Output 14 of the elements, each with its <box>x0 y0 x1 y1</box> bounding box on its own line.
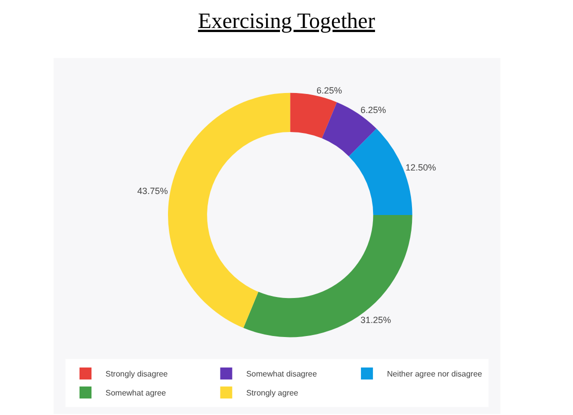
donut-slice <box>168 92 290 328</box>
data-label: 6.25% <box>316 85 342 96</box>
legend-label: Neither agree nor disagree <box>386 370 483 379</box>
donut-slice <box>290 92 337 138</box>
legend-label: Somewhat disagree <box>246 370 318 379</box>
donut-slice <box>243 215 412 338</box>
data-label: 43.75% <box>137 186 168 196</box>
chart-title: Exercising Together <box>198 8 376 33</box>
legend-label: Strongly disagree <box>106 370 168 379</box>
legend-label: Strongly agree <box>246 388 299 398</box>
data-label: 6.25% <box>360 105 386 116</box>
data-label: 12.50% <box>405 162 436 173</box>
data-label: 31.25% <box>360 315 392 326</box>
legend-label: Somewhat agree <box>106 388 167 398</box>
